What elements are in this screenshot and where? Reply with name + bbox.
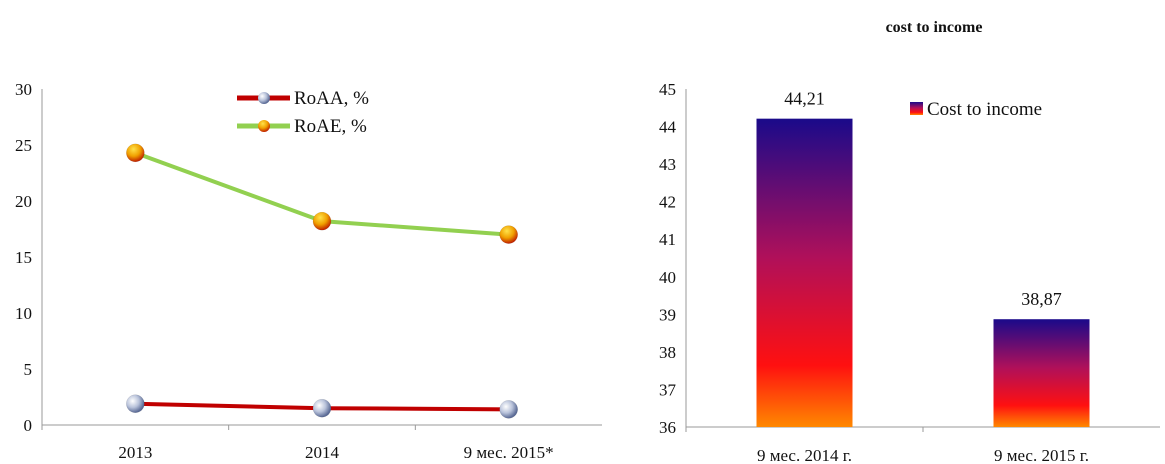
left-y-tick-label: 5	[24, 360, 33, 379]
legend-label-roaa: RoAA, %	[294, 88, 369, 109]
data-point-roaa	[312, 398, 332, 418]
chart-title: cost to income	[886, 19, 983, 36]
left-x-tick-label: 2013	[118, 443, 152, 462]
data-point-roae	[499, 225, 518, 244]
left-y-tick-label: 30	[15, 80, 32, 99]
right-x-tick-label: 9 мес. 2014 г.	[757, 446, 852, 464]
returns-line-chart: 0 5 10 15 20 25 30 2013 2014 9 мес. 2015* RoAA, …	[15, 80, 602, 462]
cost-to-income-bar-chart: cost to income 36 37 38 39 40 41 42 43 44 45 9 ме…	[659, 19, 1160, 464]
right-legend: Cost to income	[910, 99, 1042, 120]
left-y-tick-label: 10	[15, 304, 32, 323]
data-point-roaa	[126, 394, 145, 413]
right-y-tick-labels: 36 37 38 39 40 41 42 43 44 45	[659, 80, 677, 437]
legend-label-roae: RoAE, %	[294, 116, 367, 137]
data-point-roae	[126, 143, 145, 163]
right-y-tick-label: 37	[659, 380, 677, 399]
right-y-tick-label: 39	[659, 305, 676, 324]
left-y-tick-label: 25	[15, 136, 32, 155]
left-series	[126, 143, 518, 419]
legend-swatch-cost-to-income	[910, 102, 923, 115]
right-y-tick-label: 43	[659, 155, 676, 174]
right-y-tick-label: 36	[659, 418, 676, 437]
right-y-tick-label: 40	[659, 268, 676, 287]
right-x-tick-label: 9 мес. 2015 г.	[994, 446, 1089, 464]
right-x-tick-labels: 9 мес. 2014 г. 9 мес. 2015 г.	[685, 427, 1089, 464]
right-y-tick-label: 41	[659, 230, 676, 249]
left-x-tick-label: 2014	[305, 443, 340, 462]
legend-label-cost-to-income: Cost to income	[927, 99, 1042, 120]
bar-cost-to-income	[993, 319, 1090, 427]
left-x-tick-label: 9 мес. 2015*	[464, 443, 554, 462]
legend-marker-roaa	[258, 92, 270, 104]
left-y-tick-label: 15	[15, 248, 32, 267]
left-legend: RoAA, % RoAE, %	[237, 88, 369, 137]
left-x-tick-labels: 2013 2014 9 мес. 2015*	[41, 425, 554, 462]
right-y-tick-label: 42	[659, 193, 676, 212]
right-bars: 44,21 38,87	[756, 89, 1090, 428]
left-y-tick-label: 0	[24, 416, 33, 435]
right-y-tick-label: 45	[659, 80, 676, 99]
left-y-tick-labels: 0 5 10 15 20 25 30	[15, 80, 32, 435]
right-y-tick-label: 44	[659, 118, 677, 137]
bar-cost-to-income	[756, 118, 853, 428]
data-point-roaa	[499, 400, 518, 419]
legend-marker-roae	[258, 120, 270, 132]
bar-data-label: 44,21	[784, 89, 825, 109]
right-y-tick-label: 38	[659, 343, 676, 362]
bar-data-label: 38,87	[1021, 289, 1062, 309]
left-y-tick-label: 20	[15, 192, 32, 211]
data-point-roae	[312, 211, 332, 231]
